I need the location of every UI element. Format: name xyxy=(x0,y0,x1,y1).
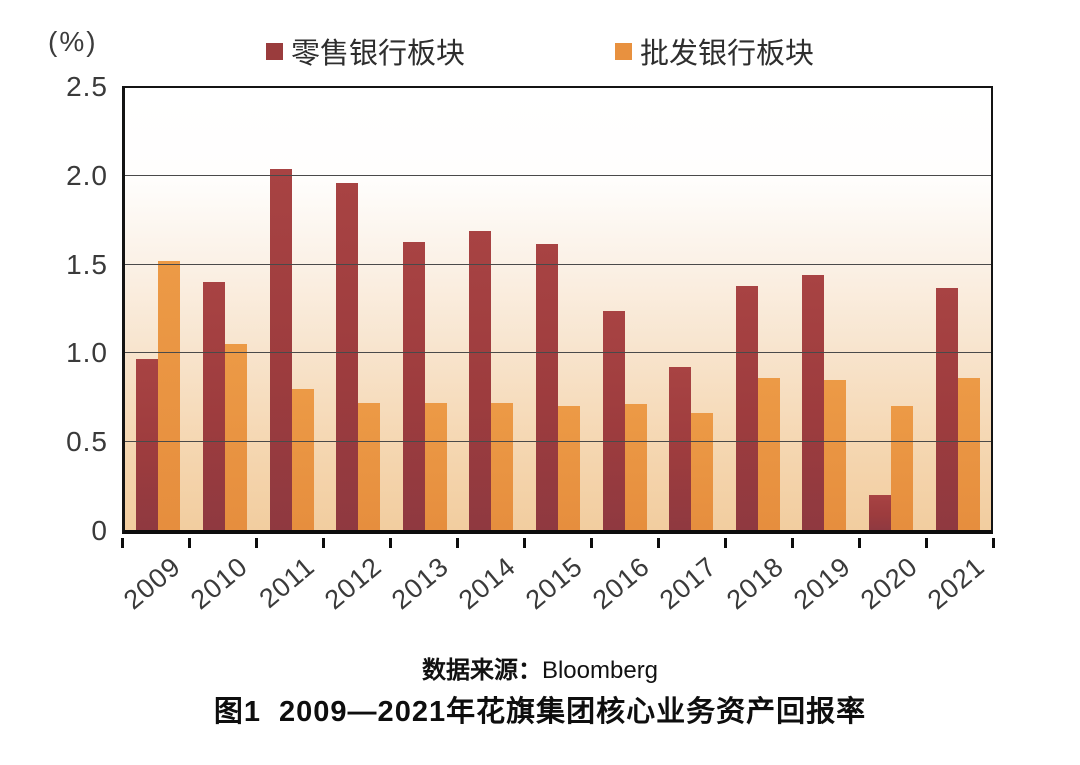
bar-group-2011 xyxy=(258,169,325,530)
bar-group-2019 xyxy=(791,275,858,530)
bar-wholesale-2020 xyxy=(891,406,913,530)
bar-group-2009 xyxy=(125,261,192,530)
retail-series-swatch-icon xyxy=(265,42,283,60)
bar-retail-2015 xyxy=(535,243,558,530)
y-tick-label-2.5: 2.5 xyxy=(66,71,108,102)
y-tick-label-1.0: 1.0 xyxy=(66,337,108,369)
x-axis-tick xyxy=(455,538,459,548)
x-axis-label-2015: 2015 xyxy=(520,551,589,616)
x-axis-label-2019: 2019 xyxy=(788,551,857,616)
bar-wholesale-2016 xyxy=(624,404,647,530)
gridline-1 xyxy=(125,352,991,354)
bar-retail-2016 xyxy=(602,310,625,530)
x-axis-label-2014: 2014 xyxy=(453,551,522,616)
bar-wholesale-2014 xyxy=(491,402,514,530)
legend-item-retail: 零售银行板块 xyxy=(265,30,465,72)
y-tick-label-0: 0 xyxy=(91,515,108,546)
x-axis-tick xyxy=(187,538,191,548)
bar-group-2013 xyxy=(391,241,458,530)
bar-group-2012 xyxy=(325,183,392,530)
y-axis-unit-label: (%) xyxy=(48,26,98,57)
bar-group-2016 xyxy=(591,310,658,530)
gridline-1.5 xyxy=(125,263,991,265)
bar-retail-2019 xyxy=(802,275,825,530)
legend-item-wholesale: 批发银行板块 xyxy=(615,30,814,72)
bar-retail-2013 xyxy=(402,241,425,530)
bar-wholesale-2015 xyxy=(557,406,580,530)
data-source-value: Bloomberg xyxy=(541,657,659,684)
bar-retail-2009 xyxy=(136,358,159,530)
bar-wholesale-2018 xyxy=(757,377,780,530)
gridline-0.5 xyxy=(125,440,991,442)
x-axis-label-2017: 2017 xyxy=(654,551,723,616)
bar-wholesale-2010 xyxy=(224,344,247,530)
bar-retail-2010 xyxy=(202,282,225,530)
x-axis-label-2020: 2020 xyxy=(855,551,924,616)
bar-retail-2011 xyxy=(269,169,292,530)
data-source-label: 数据来源： xyxy=(421,657,542,684)
x-axis-tick xyxy=(857,538,861,548)
x-axis-label-2009: 2009 xyxy=(118,551,187,616)
gridline-2 xyxy=(125,175,991,177)
legend-label-wholesale: 批发银行板块 xyxy=(640,38,815,70)
bar-group-2014 xyxy=(458,231,525,530)
x-axis-tick xyxy=(388,538,392,548)
chart-legend: 零售银行板块 批发银行板块 xyxy=(0,30,1080,72)
x-axis-tick xyxy=(790,538,794,548)
x-axis-tick xyxy=(991,538,995,548)
x-axis-label-2011: 2011 xyxy=(253,551,321,614)
plot-area xyxy=(122,86,993,534)
y-tick-label-2.0: 2.0 xyxy=(66,159,108,191)
bar-group-2021 xyxy=(924,287,991,530)
x-axis-label-2016: 2016 xyxy=(587,551,656,616)
figure-number-label: 图1 xyxy=(213,696,262,728)
x-axis-tick xyxy=(321,538,325,548)
caption-figure-title: 图1 2009—2021年花旗集团核心业务资产回报率 xyxy=(0,688,1080,730)
bar-group-2017 xyxy=(658,367,725,530)
bar-group-2010 xyxy=(192,282,259,530)
wholesale-series-swatch-icon xyxy=(615,42,632,60)
bar-wholesale-2011 xyxy=(291,388,314,530)
x-axis-label-2021: 2021 xyxy=(922,551,991,616)
y-tick-label-1.5: 1.5 xyxy=(66,248,108,280)
bar-group-2018 xyxy=(724,286,791,530)
bar-wholesale-2019 xyxy=(824,379,847,530)
bar-retail-2020 xyxy=(869,494,891,530)
x-axis-label-2018: 2018 xyxy=(721,551,790,616)
bar-wholesale-2009 xyxy=(158,261,181,530)
legend-label-retail: 零售银行板块 xyxy=(290,38,465,70)
x-axis-label-2010: 2010 xyxy=(185,551,254,616)
bar-group-2015 xyxy=(525,243,592,530)
bar-wholesale-2021 xyxy=(957,377,980,530)
x-axis-tick xyxy=(656,538,660,548)
x-axis-tick xyxy=(589,538,593,548)
x-axis-tick xyxy=(522,538,526,548)
x-axis-tick xyxy=(254,538,258,548)
figure-title-text: 2009—2021年花旗集团核心业务资产回报率 xyxy=(279,696,867,728)
x-axis-tick xyxy=(120,538,124,548)
bar-retail-2021 xyxy=(935,287,958,530)
x-axis-label-2012: 2012 xyxy=(319,551,388,616)
caption-data-source: 数据来源：Bloomberg xyxy=(0,650,1080,685)
bar-wholesale-2012 xyxy=(358,402,381,530)
bar-retail-2014 xyxy=(469,231,492,530)
x-axis-label-2013: 2013 xyxy=(386,551,455,616)
bar-retail-2012 xyxy=(336,183,359,530)
bar-retail-2017 xyxy=(669,367,692,530)
x-axis-tick xyxy=(723,538,727,548)
bar-wholesale-2017 xyxy=(691,413,714,530)
bar-group-2020 xyxy=(858,406,925,530)
bar-retail-2018 xyxy=(735,286,758,530)
bar-wholesale-2013 xyxy=(424,402,447,530)
x-axis-tick xyxy=(924,538,928,548)
bar-series-container xyxy=(125,88,991,530)
y-tick-label-0.5: 0.5 xyxy=(66,426,108,458)
